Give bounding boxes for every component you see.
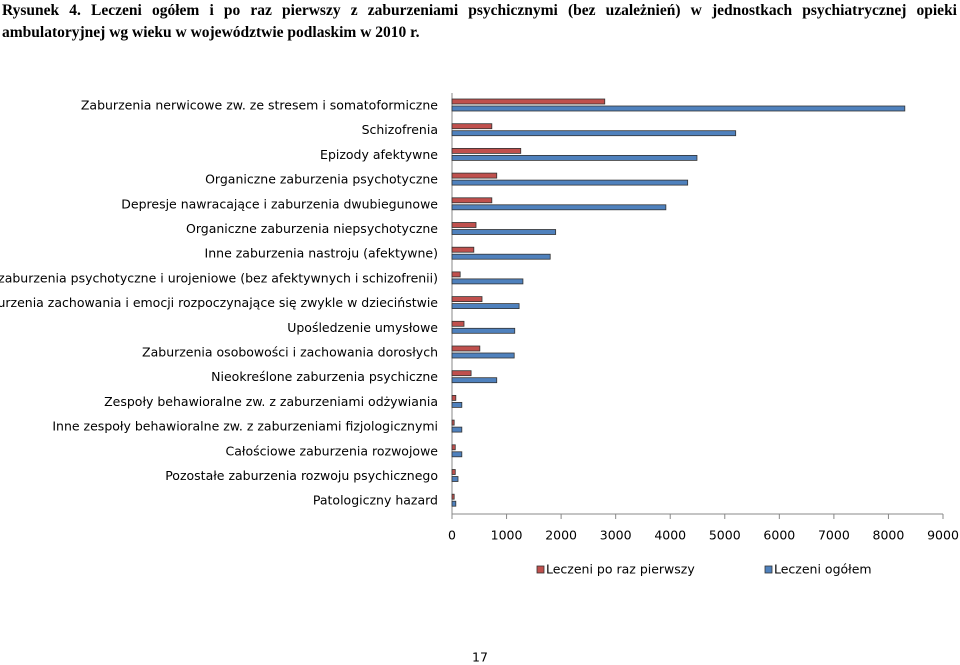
bar [451, 345, 481, 352]
y-tick-label: Schizofrenia [362, 122, 438, 137]
x-tick-label: 0 [448, 528, 456, 543]
y-tick-label: Patologiczny hazard [313, 493, 438, 508]
legend-swatch [536, 565, 545, 574]
x-tick-label: 8000 [873, 528, 905, 543]
x-tick-label: 7000 [818, 528, 850, 543]
x-tick-label: 9000 [927, 528, 959, 543]
bar [451, 401, 463, 408]
y-tick-label: Organiczne zaburzenia psychotyczne [205, 172, 438, 187]
bar [451, 370, 472, 377]
y-tick-label: Zaburzenia osobowości i zachowania doros… [142, 345, 438, 360]
bar [451, 147, 522, 154]
y-tick-label: Zaburzenia nerwicowe zw. ze stresem i so… [81, 98, 438, 113]
bar [451, 327, 516, 334]
bar [451, 500, 457, 507]
legend-swatch [764, 565, 773, 574]
x-tick-label: 3000 [600, 528, 632, 543]
bar [451, 476, 459, 482]
y-tick-label: Całościowe zaburzenia rozwojowe [226, 443, 439, 458]
bar [451, 352, 515, 359]
bar [451, 253, 551, 260]
bar [451, 271, 461, 278]
x-tick-label: 5000 [709, 528, 741, 543]
legend-label: Leczeni po raz pierwszy [546, 562, 695, 577]
bar [451, 246, 475, 253]
bar [451, 377, 498, 384]
legend-label: Leczeni ogółem [774, 562, 872, 577]
bar [451, 222, 477, 228]
bar [451, 179, 689, 186]
bar [451, 419, 455, 426]
bar [451, 204, 667, 211]
y-tick-label: Pozostałe zaburzenia rozwoju psychiczneg… [165, 468, 438, 483]
bar [451, 451, 463, 458]
bar [451, 320, 465, 327]
y-tick-label: Inne zaburzenia psychotyczne i urojeniow… [0, 270, 438, 285]
bar [451, 296, 483, 303]
bar [451, 197, 493, 204]
y-tick-label: Epizody afektywne [320, 147, 438, 162]
bar [451, 172, 498, 179]
y-tick-label: Nieokreślone zaburzenia psychiczne [211, 369, 438, 384]
y-tick-label: Zespoły behawioralne zw. z zaburzeniami … [104, 394, 438, 409]
x-tick-label: 2000 [545, 528, 577, 543]
bar [451, 426, 463, 433]
y-tick-label: Inne zespoły behawioralne zw. z zaburzen… [52, 419, 438, 434]
y-tick-label: Depresje nawracające i zaburzenia dwubie… [121, 196, 438, 211]
chart-title: Rysunek 4. Leczeni ogółem i po raz pierw… [2, 2, 957, 41]
bar [451, 98, 606, 105]
bar [451, 154, 698, 161]
bar [451, 229, 557, 235]
page-number: 17 [472, 650, 488, 665]
bar [451, 469, 456, 475]
bar [451, 444, 456, 451]
y-tick-label: Inne zaburzenia nastroju (afektywne) [205, 246, 438, 261]
bar [451, 105, 906, 112]
bar [451, 130, 737, 137]
x-tick-label: 4000 [654, 528, 686, 543]
y-tick-label: Zaburzenia zachowania i emocji rozpoczyn… [0, 295, 438, 310]
x-tick-label: 1000 [491, 528, 523, 543]
y-tick-label: Upośledzenie umysłowe [287, 320, 438, 335]
bar [451, 278, 524, 285]
bar [451, 394, 457, 401]
bar [451, 303, 520, 310]
bar [451, 493, 455, 500]
y-tick-label: Organiczne zaburzenia niepsychotyczne [186, 221, 438, 236]
bar [451, 123, 493, 130]
x-tick-label: 6000 [763, 528, 795, 543]
